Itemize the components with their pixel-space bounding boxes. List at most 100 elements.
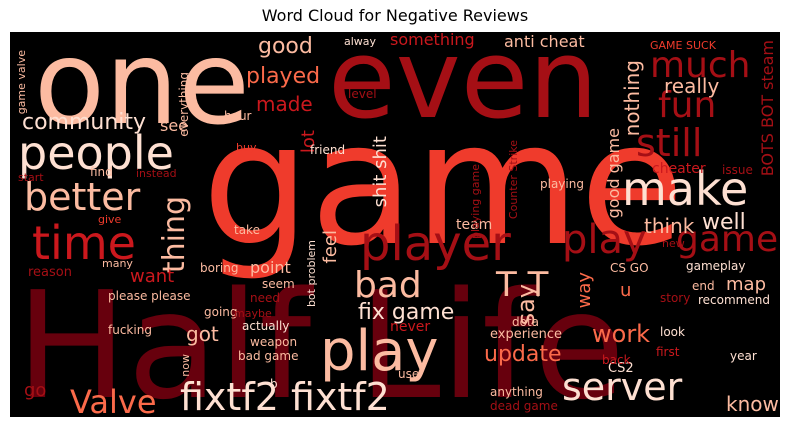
word-level: level	[348, 87, 377, 101]
word-play: play	[320, 319, 439, 384]
word-anything: anything	[490, 385, 543, 399]
word-make: make	[622, 162, 749, 216]
word-better: better	[24, 175, 141, 219]
word-never: never	[390, 319, 431, 335]
word-story: story	[660, 291, 691, 305]
word-now: now	[179, 354, 192, 377]
word-seem: seem	[262, 277, 295, 291]
word-friend: friend	[310, 143, 346, 157]
word-bad: bad	[354, 265, 422, 306]
word-go: go	[24, 380, 47, 401]
word-update: update	[484, 342, 562, 367]
word-made: made	[256, 92, 313, 116]
word-cs-go: CS GO	[610, 261, 649, 275]
word-boring: boring	[200, 261, 239, 275]
word-server: server	[562, 365, 683, 409]
word-thing: thing	[157, 196, 192, 274]
word-dota: dota	[512, 315, 540, 329]
word-anti-cheat: anti cheat	[504, 32, 585, 51]
word-instead: instead	[136, 167, 177, 180]
word-bot-problem: bot problem	[305, 240, 318, 308]
word-playing-game: playing game	[469, 164, 482, 240]
word-good: good	[258, 34, 313, 59]
word-find: find	[90, 165, 113, 179]
word-maybe: maybe	[234, 307, 272, 320]
word-map: map	[726, 274, 766, 295]
word-time: time	[32, 216, 136, 270]
word-game-valve: game valve	[15, 50, 28, 115]
word-start: start	[18, 171, 44, 184]
word-bad-game: bad game	[238, 349, 299, 363]
word-got: got	[186, 322, 219, 346]
word-much: much	[650, 45, 751, 86]
word-end: end	[692, 279, 715, 293]
word-want: want	[130, 266, 175, 287]
word-hour: hour	[224, 109, 252, 123]
word-everything: everything	[177, 72, 191, 137]
word-experience: experience	[490, 327, 563, 342]
word-community: community	[22, 110, 147, 135]
word-nothing: nothing	[620, 60, 644, 137]
word-going: going	[204, 305, 238, 319]
word-reason: reason	[28, 265, 72, 280]
word-fun: fun	[658, 85, 717, 126]
word-know: know	[726, 392, 779, 416]
word-something: something	[390, 32, 475, 49]
word-alway: alway	[344, 35, 377, 48]
word-gameplay: gameplay	[686, 259, 746, 273]
word-feel: feel	[320, 230, 341, 264]
word-shit-shit: shit shit	[370, 136, 391, 208]
chart-title: Word Cloud for Negative Reviews	[261, 6, 529, 25]
word-need: need	[250, 291, 280, 305]
word-see: see	[160, 116, 189, 135]
word-player: player	[360, 216, 511, 272]
word-point: point	[250, 258, 291, 277]
word-new: new	[662, 237, 685, 250]
word-year: year	[730, 349, 757, 363]
word-game-suck: GAME SUCK	[650, 39, 716, 52]
word-many: many	[102, 257, 133, 270]
word-fixtf2: fixtf2 fixtf2	[180, 375, 390, 417]
word-counter-strike: Counter Strike	[507, 140, 520, 220]
word-first: first	[656, 345, 680, 359]
word-look: look	[660, 325, 685, 339]
word-really: really	[664, 74, 720, 98]
word-weapon: weapon	[250, 335, 298, 349]
word-play-2: play	[562, 217, 647, 263]
word-b: b	[270, 377, 278, 391]
word-work: work	[592, 320, 651, 348]
word-cs2: CS2	[608, 361, 634, 376]
word-way: way	[574, 272, 595, 309]
word-half-life: Half Life	[16, 260, 625, 417]
word-fix-game: fix game	[358, 300, 455, 325]
word-team: team	[456, 217, 493, 233]
word-one: one	[34, 32, 250, 151]
word-buy: buy	[236, 141, 257, 154]
word-use: use	[398, 367, 420, 381]
word-bots-bot-steam: BOTS BOT steam	[758, 40, 777, 177]
word-people: people	[18, 126, 174, 180]
word-fucking: fucking	[108, 323, 152, 337]
word-good-game: good game	[604, 128, 623, 219]
word-cheater: cheater	[652, 161, 706, 177]
word-take: take	[234, 223, 260, 237]
word-playing: playing	[540, 177, 584, 191]
word-cloud: Half Life game even one people player pl…	[10, 32, 780, 417]
word-dead-game: dead game	[490, 399, 558, 413]
word-actually: actually	[242, 319, 290, 333]
word-still: still	[636, 121, 703, 165]
word-u: u	[620, 280, 632, 301]
word-give: give	[98, 213, 122, 226]
word-issue: issue	[722, 163, 753, 177]
word-even: even	[328, 32, 599, 143]
word-played: played	[246, 64, 321, 89]
word-valve: Valve	[70, 383, 157, 417]
word-tt: T T	[496, 265, 549, 305]
word-game: game	[202, 86, 685, 284]
word-back: back	[602, 353, 631, 367]
word-please-please: please please	[108, 289, 191, 303]
word-well: well	[702, 210, 746, 235]
word-think: think	[644, 214, 695, 238]
word-game-2: game	[676, 219, 779, 260]
word-recommend: recommend	[698, 293, 770, 307]
